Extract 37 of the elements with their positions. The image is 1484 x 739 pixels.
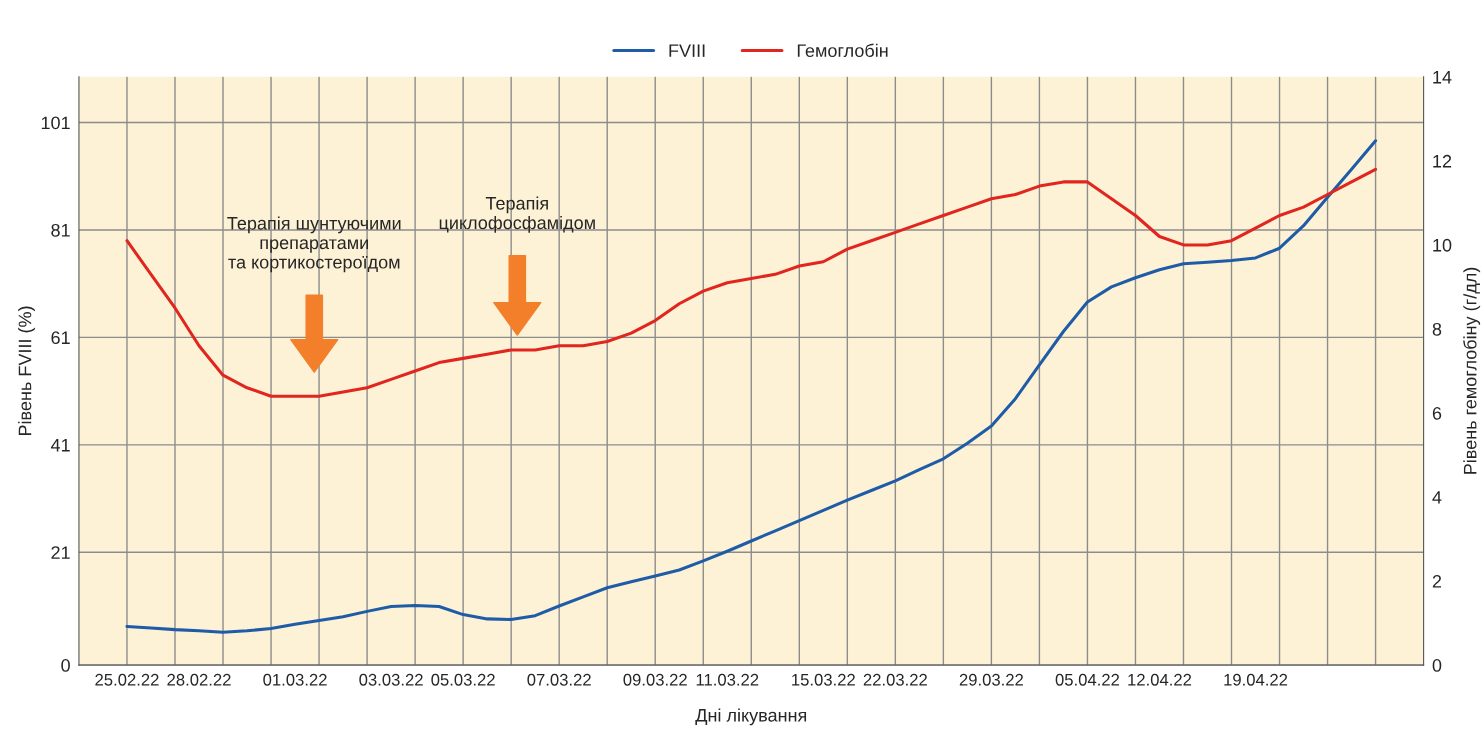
x-tick-label: 05.03.22 <box>431 673 495 686</box>
x-tick-label: 25.02.22 <box>95 673 159 686</box>
line-series <box>125 167 1378 398</box>
x-tick-label: 01.03.22 <box>263 673 327 686</box>
y-tick-label: 21 <box>51 546 70 559</box>
x-tick-label: 19.04.22 <box>1224 673 1288 686</box>
x-tick-label: 11.03.22 <box>696 673 759 686</box>
x-tick-label: 03.03.22 <box>359 673 423 686</box>
y2-tick-label: 4 <box>1432 491 1442 504</box>
y-tick-label: 61 <box>51 331 70 345</box>
y-tick-label: 0 <box>61 659 70 672</box>
x-tick-label: 12.04.22 <box>1128 673 1192 686</box>
x-tick-label: 05.04.22 <box>1055 673 1120 686</box>
x-tick-label: 29.03.22 <box>959 673 1023 686</box>
y2-tick-label: 6 <box>1432 406 1442 420</box>
y-tick-label: 101 <box>41 116 70 130</box>
y2-tick-label: 8 <box>1432 322 1442 336</box>
y2-tick-label: 10 <box>1433 238 1452 252</box>
y-axis-title: Рівень FVIII (%) <box>18 306 35 436</box>
x-tick-label: 15.03.22 <box>792 673 855 686</box>
y-tick-label: 41 <box>50 438 70 452</box>
x-tick-label: 22.03.22 <box>863 673 927 686</box>
x-tick-label: 28.02.22 <box>167 673 231 686</box>
y2-axis-title: Рівень гемоглобіну (г/дл) <box>1463 267 1481 474</box>
annotation: Терапія циклофосфамідом <box>439 196 595 233</box>
y2-tick-label: 2 <box>1432 575 1442 588</box>
annotation: Терапія шунтуючими препаратами та кортикостероїдом <box>227 216 401 273</box>
line-series <box>125 139 1378 634</box>
x-tick-label: 09.03.22 <box>623 673 687 686</box>
y-tick-label: 81 <box>51 223 70 237</box>
y2-tick-label: 0 <box>1432 659 1442 672</box>
y2-tick-label: 12 <box>1433 154 1452 168</box>
x-axis-title: Дні лікування <box>695 708 807 726</box>
x-tick-label: 07.03.22 <box>527 673 591 686</box>
legend-label: FVIII <box>669 44 705 57</box>
legend-label: Гемоглобін <box>797 43 888 58</box>
y2-tick-label: 14 <box>1433 70 1452 84</box>
